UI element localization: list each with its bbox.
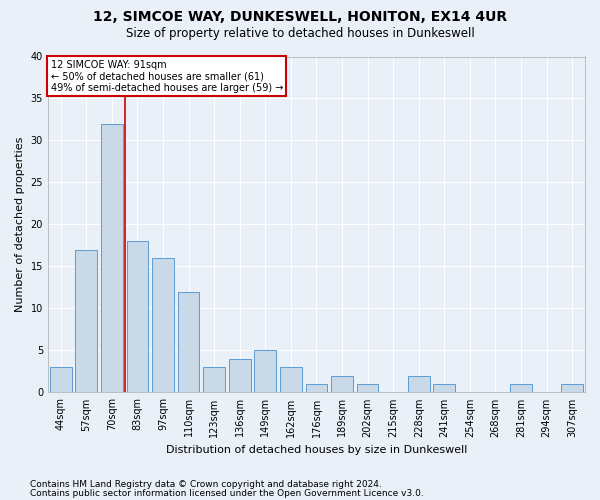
Bar bbox=[203, 367, 225, 392]
Bar bbox=[305, 384, 328, 392]
Bar bbox=[433, 384, 455, 392]
Bar bbox=[101, 124, 123, 392]
X-axis label: Distribution of detached houses by size in Dunkeswell: Distribution of detached houses by size … bbox=[166, 445, 467, 455]
Text: 12, SIMCOE WAY, DUNKESWELL, HONITON, EX14 4UR: 12, SIMCOE WAY, DUNKESWELL, HONITON, EX1… bbox=[93, 10, 507, 24]
Bar bbox=[254, 350, 276, 393]
Bar bbox=[152, 258, 174, 392]
Text: Contains HM Land Registry data © Crown copyright and database right 2024.: Contains HM Land Registry data © Crown c… bbox=[30, 480, 382, 489]
Y-axis label: Number of detached properties: Number of detached properties bbox=[15, 137, 25, 312]
Text: Contains public sector information licensed under the Open Government Licence v3: Contains public sector information licen… bbox=[30, 489, 424, 498]
Bar bbox=[178, 292, 199, 392]
Bar bbox=[76, 250, 97, 392]
Bar bbox=[127, 242, 148, 392]
Bar bbox=[50, 367, 71, 392]
Bar bbox=[357, 384, 379, 392]
Bar bbox=[229, 359, 251, 392]
Bar bbox=[280, 367, 302, 392]
Text: Size of property relative to detached houses in Dunkeswell: Size of property relative to detached ho… bbox=[125, 28, 475, 40]
Text: 12 SIMCOE WAY: 91sqm
← 50% of detached houses are smaller (61)
49% of semi-detac: 12 SIMCOE WAY: 91sqm ← 50% of detached h… bbox=[50, 60, 283, 93]
Bar bbox=[510, 384, 532, 392]
Bar bbox=[408, 376, 430, 392]
Bar bbox=[562, 384, 583, 392]
Bar bbox=[331, 376, 353, 392]
